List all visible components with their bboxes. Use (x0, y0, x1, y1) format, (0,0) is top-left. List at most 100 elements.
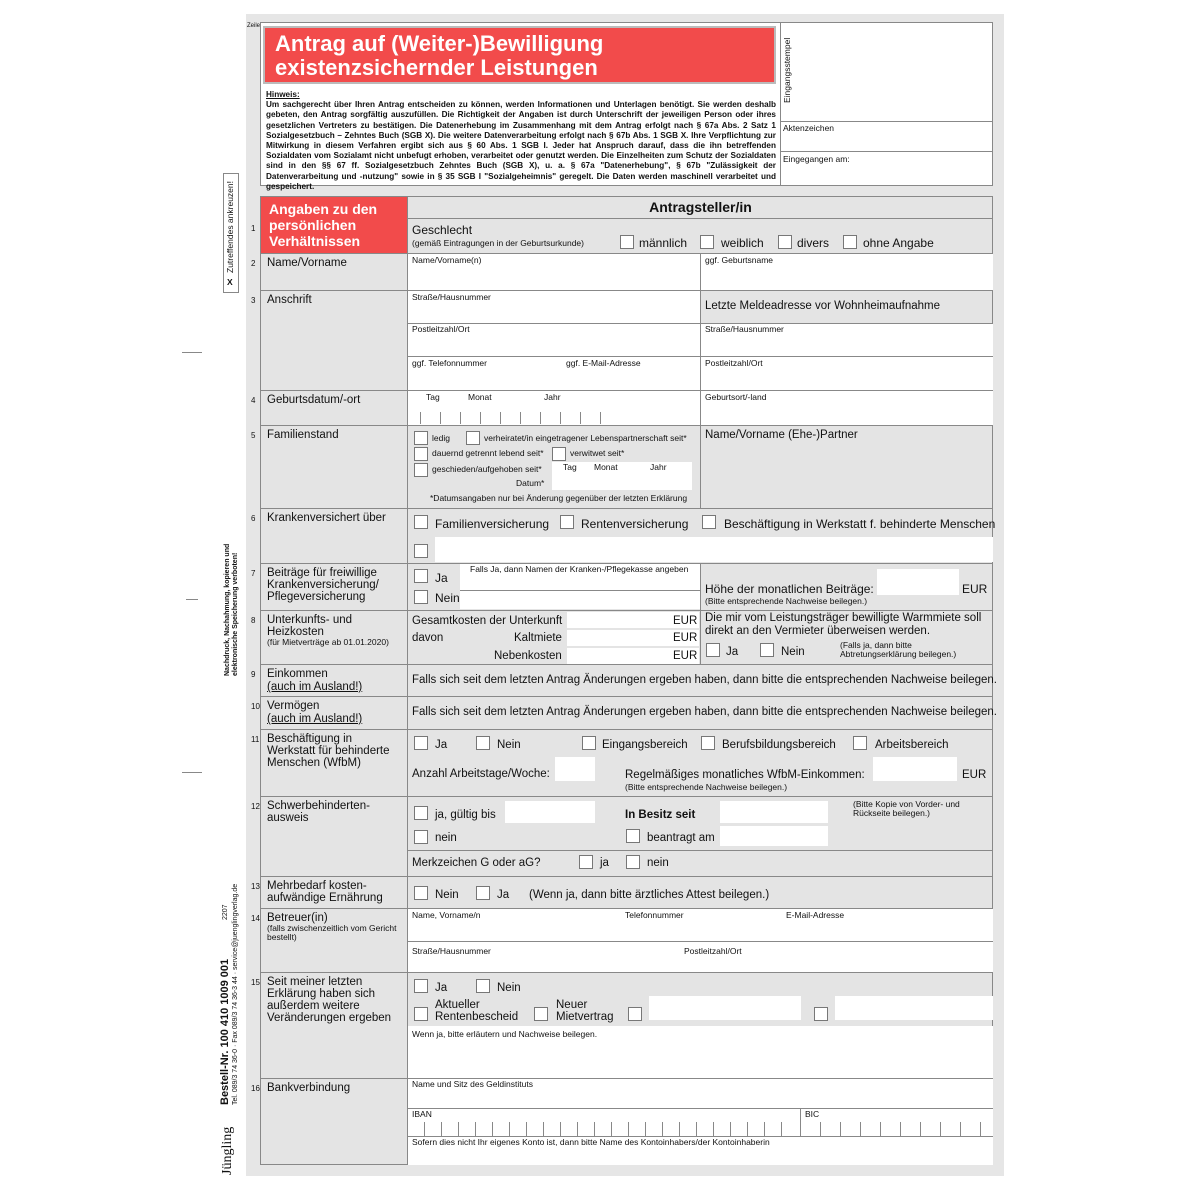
checkbox-rentenversicherung[interactable] (560, 515, 574, 529)
option-label: nein (647, 857, 669, 869)
row-number: 4 (251, 396, 256, 405)
checkbox-verwitwet[interactable] (552, 447, 566, 461)
checkbox-merkzeichen-ja[interactable] (579, 855, 593, 869)
checkbox-maennlich[interactable] (620, 235, 634, 249)
field-label: Wenn ja, bitte erläutern und Nachweise b… (412, 1029, 598, 1039)
row-label-r7: Beiträge für freiwillige Krankenversiche… (267, 567, 379, 603)
option-label: Beschäftigung in Werkstatt f. behinderte… (724, 517, 996, 531)
checkbox-sonstige-1[interactable] (628, 1007, 642, 1021)
checkbox-rentenbescheid[interactable] (414, 1007, 428, 1021)
arbeitstage-input[interactable] (555, 757, 595, 781)
checkbox-sonstige-2[interactable] (814, 1007, 828, 1021)
bank-field[interactable] (408, 1079, 993, 1165)
gueltig-bis-input[interactable] (505, 801, 595, 823)
eingangsstempel-label: Eingangsstempel (782, 37, 792, 103)
sonstige-2-input[interactable] (835, 996, 993, 1020)
kasse-field[interactable] (460, 564, 700, 609)
checkbox-sonstige[interactable] (414, 544, 428, 558)
checkbox-beitraege-nein[interactable] (414, 590, 428, 604)
row-number: 16 (251, 1084, 260, 1093)
option-label: Berufsbildungsbereich (722, 739, 836, 751)
familienstand-datum-field[interactable] (552, 462, 692, 490)
erlaeuterung-field[interactable] (408, 1026, 993, 1078)
digit-separator (580, 412, 581, 424)
anschrift-field[interactable] (408, 291, 700, 390)
digit-separator (440, 412, 441, 424)
checkbox-verheiratet[interactable] (466, 431, 480, 445)
row-sublabel: (auch im Ausland!) (267, 713, 363, 725)
checkbox-ausweis-ja[interactable] (414, 806, 428, 820)
copyright-note: Nachdruck, Nachahmung, kopieren und elek… (224, 543, 239, 676)
checkbox-mehrbedarf-ja[interactable] (476, 886, 490, 900)
option-label: weiblich (721, 236, 764, 250)
field-label: Geburtsort/-land (705, 392, 767, 402)
field-label: Monat (594, 462, 618, 472)
checkbox-mehrbedarf-nein[interactable] (414, 886, 428, 900)
digit-separator (594, 1122, 595, 1136)
gesamtkosten-input[interactable] (567, 612, 699, 628)
checkbox-mietvertrag[interactable] (534, 1007, 548, 1021)
checkbox-veraenderung-nein[interactable] (476, 979, 490, 993)
checkbox-merkzeichen-nein[interactable] (626, 855, 640, 869)
hinweis: Hinweis: Um sachgerecht über Ihren Antra… (266, 90, 776, 192)
digit-separator (820, 1122, 821, 1136)
order-number: Bestell-Nr. 100 410 1009 001 (219, 958, 231, 1105)
checkbox-beitraege-ja[interactable] (414, 569, 428, 583)
row-label-r16: Bankverbindung (267, 1082, 351, 1094)
checkbox-ledig[interactable] (414, 431, 428, 445)
row-label-r14: Betreuer(in) (267, 912, 328, 924)
option-label: ja (600, 857, 609, 869)
checkbox-ohne-angabe[interactable] (843, 235, 857, 249)
field-label: Regelmäßiges monatliches WfbM-Einkommen: (625, 769, 865, 781)
kaltmiete-input[interactable] (567, 630, 699, 646)
title-line-2: existenzsichernder Leistungen (275, 55, 598, 80)
checkbox-wfbm-nein[interactable] (476, 736, 490, 750)
checkbox-beantragt[interactable] (626, 829, 640, 843)
wfbm-einkommen-input[interactable] (873, 757, 957, 781)
option-label: verwitwet seit* (570, 448, 625, 458)
checkbox-arbeitsbereich[interactable] (853, 736, 867, 750)
digit-separator (460, 412, 461, 424)
field-label: Jahr (544, 392, 561, 402)
checkbox-werkstatt[interactable] (702, 515, 716, 529)
vermoegen-text: Falls sich seit dem letzten Antrag Änder… (412, 706, 997, 718)
beitraege-hint: (Bitte entsprechende Nachweise beilegen.… (705, 596, 868, 606)
betreuer-field[interactable] (408, 909, 993, 972)
row-label-r8: Unterkunfts- und Heizkosten (267, 614, 353, 638)
beitraege-input[interactable] (877, 569, 959, 595)
digit-separator (679, 1122, 680, 1136)
digit-separator (424, 1122, 425, 1136)
option-label: ledig (432, 433, 450, 443)
checkbox-getrennt[interactable] (414, 447, 428, 461)
checkbox-divers[interactable] (778, 235, 792, 249)
sonstige-field[interactable] (435, 537, 993, 562)
checkbox-veraenderung-ja[interactable] (414, 979, 428, 993)
checkbox-geschieden[interactable] (414, 463, 428, 477)
checkbox-eingangsbereich[interactable] (582, 736, 596, 750)
beantragt-am-input[interactable] (720, 826, 828, 846)
option-label: Ja (435, 982, 448, 994)
digit-separator (880, 1122, 881, 1136)
checkbox-weiblich[interactable] (700, 235, 714, 249)
checkbox-ausweis-nein[interactable] (414, 830, 428, 844)
row-number: 10 (251, 702, 260, 711)
checkbox-wfbm-ja[interactable] (414, 736, 428, 750)
digit-separator (713, 1122, 714, 1136)
option-label: Neuer Mietvertrag (556, 999, 614, 1023)
checkbox-berufsbildungsbereich[interactable] (701, 736, 715, 750)
nebenkosten-input[interactable] (567, 648, 699, 664)
familienstand-note: *Datumsangaben nur bei Änderung gegenübe… (430, 493, 688, 503)
row-label-r13: Mehrbedarf kosten-aufwändige Ernährung (267, 880, 383, 904)
field-label: Anzahl Arbeitstage/Woche: (412, 768, 550, 780)
row-label-r2: Name/Vorname (267, 257, 347, 269)
zeile-label: Zeile (247, 23, 261, 29)
digit-separator (645, 1122, 646, 1136)
digit-separator (500, 412, 501, 424)
einkommen-text: Falls sich seit dem letzten Antrag Änder… (412, 674, 997, 686)
option-label: Aktueller Rentenbescheid (435, 999, 519, 1023)
besitz-seit-input[interactable] (720, 801, 828, 823)
checkbox-warmmiete-ja[interactable] (706, 643, 720, 657)
checkbox-familienversicherung[interactable] (414, 515, 428, 529)
sonstige-1-input[interactable] (649, 996, 801, 1020)
checkbox-warmmiete-nein[interactable] (760, 643, 774, 657)
